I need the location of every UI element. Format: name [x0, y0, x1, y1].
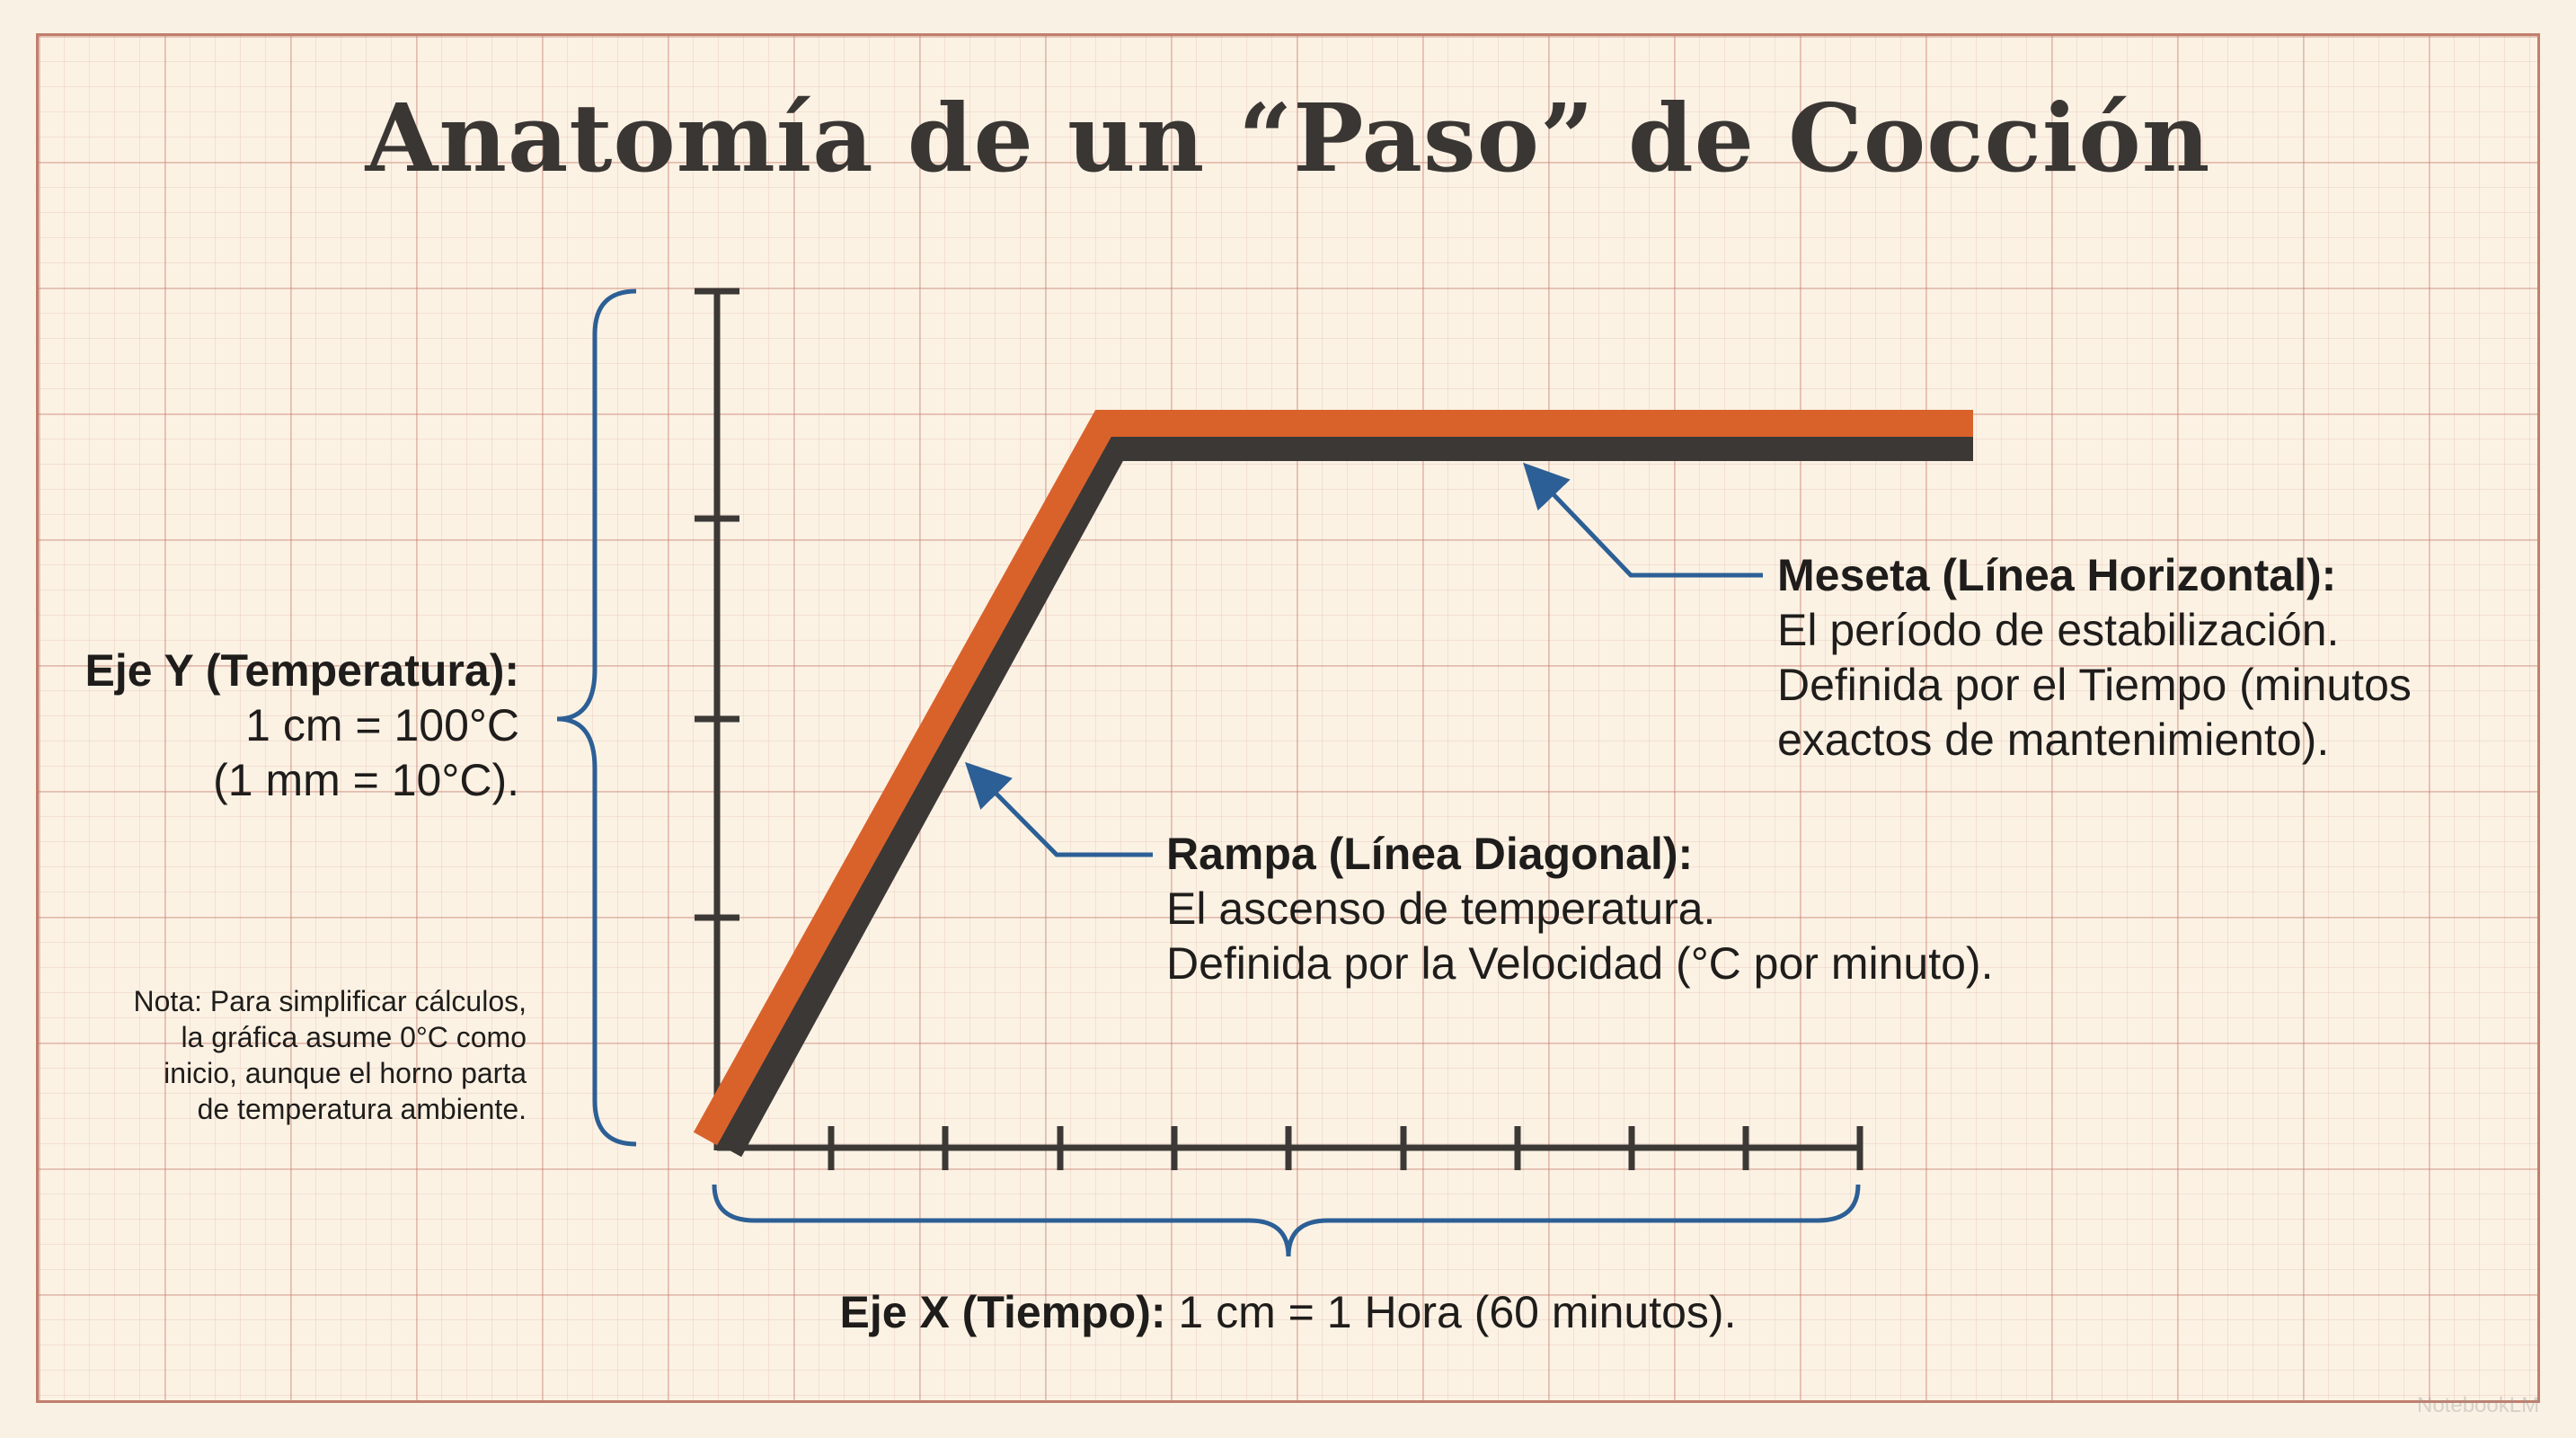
- plateau-annotation: Meseta (Línea Horizontal): El período de…: [1777, 548, 2496, 768]
- y-axis-scale-cm: 1 cm = 100°C: [245, 700, 519, 750]
- plateau-callout-arrow: [1523, 462, 1763, 578]
- x-axis-scale: 1 cm = 1 Hora (60 minutos).: [1165, 1287, 1737, 1337]
- note-line: la gráfica asume 0°C como: [181, 1021, 527, 1053]
- note-text: Nota: Para simplificar cálculos, la gráf…: [99, 983, 527, 1127]
- note-line: de temperatura ambiente.: [197, 1093, 527, 1125]
- note-line: inicio, aunque el horno parta: [164, 1057, 527, 1089]
- plateau-description-2: Definida por el Tiempo (minutos: [1777, 660, 2412, 710]
- ramp-label: Rampa (Línea Diagonal):: [1166, 829, 1694, 879]
- step-line-shadow: [717, 434, 1973, 1158]
- x-axis-ticks: [828, 1126, 1863, 1170]
- x-axis-description: Eje X (Tiempo): 1 cm = 1 Hora (60 minuto…: [0, 1285, 2576, 1340]
- note-line: Nota: Para simplificar cálculos,: [133, 985, 527, 1017]
- ramp-annotation: Rampa (Línea Diagonal): El ascenso de te…: [1166, 827, 2065, 991]
- y-axis-brace: [556, 288, 637, 1147]
- page-title: Anatomía de un “Paso” de Cocción: [365, 83, 2211, 193]
- step-line-ramp-plateau: [693, 410, 1973, 1146]
- y-axis-label: Eje Y (Temperatura):: [84, 645, 520, 696]
- x-axis-brace: [712, 1184, 1861, 1257]
- ramp-description-1: El ascenso de temperatura.: [1166, 883, 1716, 934]
- y-axis-scale-mm: (1 mm = 10°C).: [213, 755, 519, 805]
- watermark: NotebookLM: [2417, 1393, 2540, 1417]
- ramp-description-2: Definida por la Velocidad (°C por minuto…: [1166, 938, 1994, 989]
- plateau-label: Meseta (Línea Horizontal):: [1777, 550, 2337, 600]
- plateau-description-3: exactos de mantenimiento).: [1777, 715, 2330, 765]
- ramp-callout-arrow: [964, 761, 1153, 857]
- y-axis-description: Eje Y (Temperatura): 1 cm = 100°C (1 mm …: [81, 644, 520, 808]
- x-axis-label: Eje X (Tiempo):: [839, 1287, 1166, 1337]
- graph-paper-background: [36, 33, 2540, 1403]
- plateau-description-1: El período de estabilización.: [1777, 605, 2340, 655]
